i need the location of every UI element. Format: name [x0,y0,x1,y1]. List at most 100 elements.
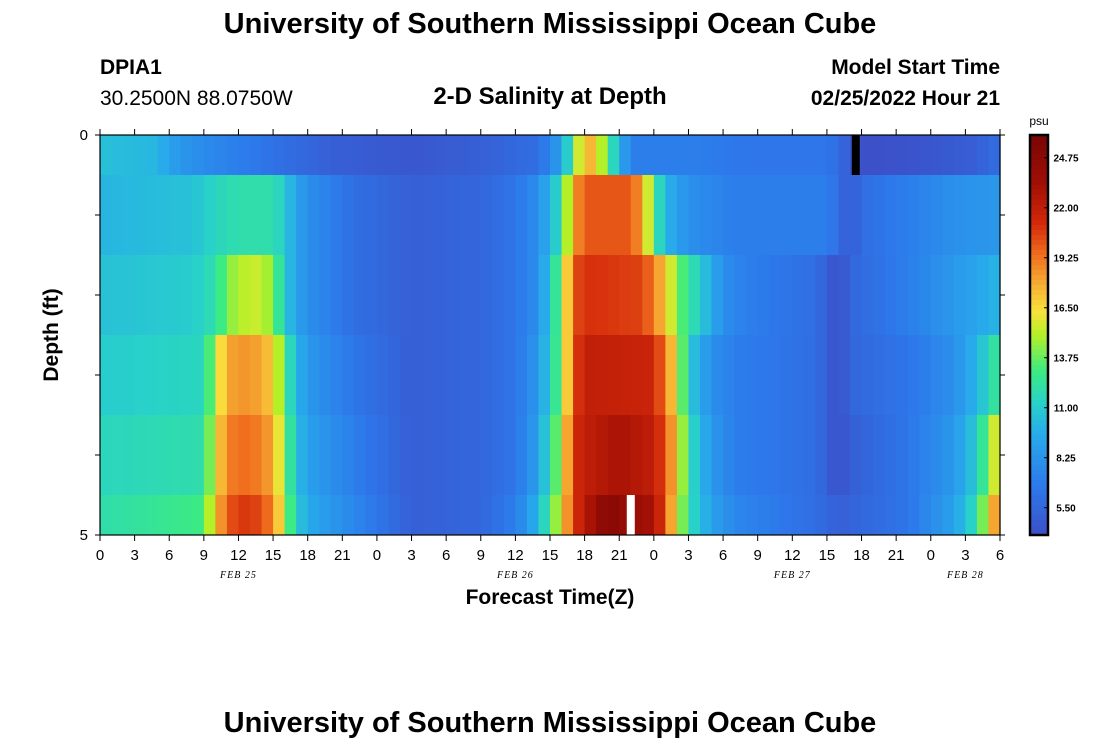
colorbar-tick-label: 16.50 [1053,304,1078,315]
heatmap-cell [884,495,897,535]
colorbar-tick-label: 19.25 [1053,254,1078,265]
heatmap-cell [896,175,909,255]
heatmap-cell [873,335,886,415]
heatmap-cell [723,335,736,415]
colorbar-segment [1030,230,1048,236]
heatmap-cell [538,135,551,175]
heatmap-cell [376,495,390,535]
heatmap-cell [965,415,978,495]
heatmap-cell [192,135,205,175]
heatmap-cell [480,255,493,335]
heatmap-cell [169,415,182,495]
heatmap-cell [215,415,228,495]
colorbar-segment [1030,190,1048,196]
colorbar-segment [1030,140,1048,146]
heatmap-cell [653,175,666,255]
heatmap-cell [446,175,459,255]
heatmap-cell [538,415,551,495]
heatmap-cell [250,255,263,335]
heatmap-cell [826,495,840,535]
heatmap-cell [746,495,759,535]
heatmap-cell [642,135,655,175]
heatmap-cell [861,175,874,255]
heatmap-cell [388,255,401,335]
heatmap-cell [203,335,216,415]
heatmap-cell [146,495,159,535]
heatmap-cell [169,335,182,415]
heatmap-cell [561,175,574,255]
heatmap-cell [700,175,713,255]
x-tick-label: 9 [754,547,762,564]
colorbar-segment [1030,275,1048,281]
heatmap-cell [550,335,563,415]
heatmap-cell [676,135,690,175]
heatmap-cell [584,415,597,495]
colorbar-segment [1030,365,1048,371]
heatmap-cell [757,255,770,335]
heatmap-cell [180,415,193,495]
heatmap-cell [284,415,297,495]
heatmap-cell [873,255,886,335]
heatmap-cell [988,135,1001,175]
heatmap-cell [134,135,147,175]
colorbar-segment [1030,375,1048,381]
heatmap-cell [861,135,874,175]
heatmap-cell [250,175,263,255]
heatmap-cell [942,495,955,535]
heatmap-cell [319,335,332,415]
heatmap-cell [803,175,816,255]
heatmap-cell [596,175,609,255]
colorbar-segment [1030,270,1048,276]
heatmap-cell [353,415,366,495]
heatmap-cell [526,495,540,535]
heatmap-cell [226,175,240,255]
heatmap-gap [851,135,860,175]
heatmap-cell [826,255,840,335]
heatmap-cell [100,335,113,415]
heatmap-cell [850,255,863,335]
heatmap-cell [319,255,332,335]
heatmap-cell [457,415,470,495]
x-tick-label: 9 [477,547,485,564]
heatmap-cell [203,415,216,495]
heatmap-cell [734,415,747,495]
heatmap-cell [953,175,966,255]
colorbar-segment [1030,305,1048,311]
heatmap-cell [411,415,424,495]
heatmap-cell [469,335,482,415]
x-tick-label: 21 [888,547,905,564]
heatmap-cell [111,335,124,415]
colorbar-segment [1030,235,1048,241]
heatmap-cell [226,335,240,415]
heatmap-cell [111,255,124,335]
heatmap-cell [826,135,840,175]
heatmap-cell [965,135,978,175]
heatmap-cell [803,255,816,335]
colorbar-segment [1030,150,1048,156]
heatmap-cell [296,175,309,255]
date-label: FEB 27 [773,570,811,581]
heatmap-cell [434,135,447,175]
colorbar-segment [1030,410,1048,416]
heatmap-cell [457,255,470,335]
heatmap-cell [123,135,136,175]
heatmap-cell [665,175,678,255]
heatmap-cell [965,255,978,335]
heatmap-cell [630,175,643,255]
heatmap-cell [469,175,482,255]
colorbar-segment [1030,240,1048,246]
heatmap-cell [826,175,840,255]
heatmap-cell [146,175,159,255]
heatmap-cell [953,255,966,335]
heatmap-cell [480,415,493,495]
heatmap-cell [203,175,216,255]
heatmap-cell [192,175,205,255]
heatmap-cell [884,135,897,175]
x-tick-label: 18 [576,547,593,564]
heatmap-cell [573,175,586,255]
x-tick-label: 9 [200,547,208,564]
colorbar-segment [1030,395,1048,401]
heatmap-cell [284,495,297,535]
heatmap-cell [538,495,551,535]
heatmap-cell [642,175,655,255]
